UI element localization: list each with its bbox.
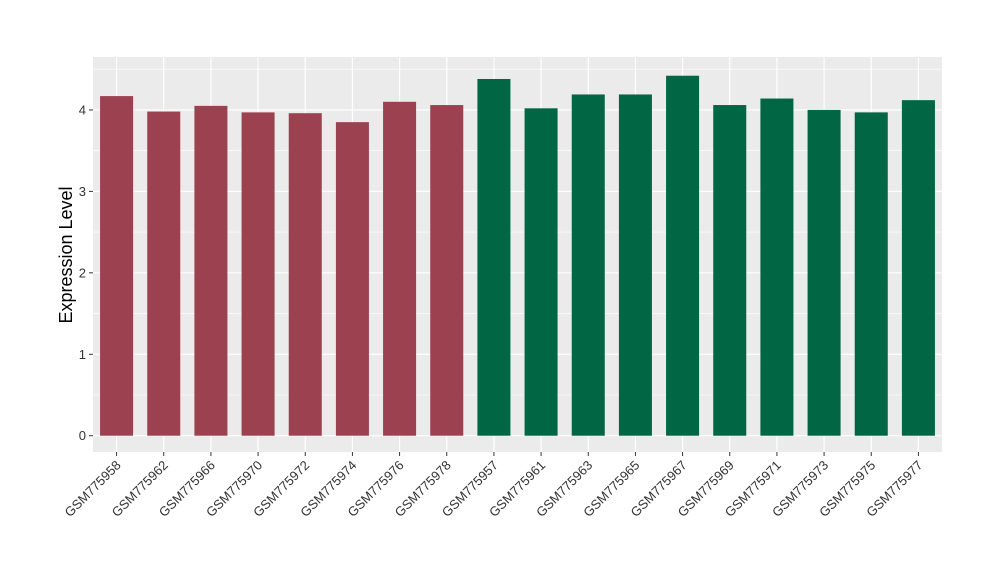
bar-GSM775969 [713,105,747,436]
bar-GSM775958 [100,96,134,436]
bar-GSM775963 [571,94,605,436]
bar-GSM775971 [760,98,794,436]
y-tick-label: 0 [79,428,86,443]
bar-GSM775962 [147,111,181,436]
bar-GSM775957 [477,78,511,436]
y-axis: 0 1 2 3 4 [79,102,93,443]
bar-GSM775977 [901,100,935,436]
x-axis: GSM775958GSM775962GSM775966GSM775970GSM7… [61,452,926,520]
bar-GSM775976 [383,101,417,436]
bar-GSM775966 [194,105,228,436]
bar-GSM775975 [854,112,888,436]
y-axis-label: Expression Level [56,186,76,323]
bar-GSM775965 [618,94,652,436]
bar-GSM775973 [807,109,841,436]
bar-GSM775961 [524,108,558,436]
plot-panel [93,57,942,452]
y-tick-label: 4 [79,102,86,117]
y-tick-label: 3 [79,184,86,199]
bar-GSM775967 [666,75,700,436]
y-tick-label: 1 [79,347,86,362]
bars [100,75,935,436]
bar-GSM775974 [335,122,369,436]
bar-GSM775970 [241,112,275,436]
bar-GSM775972 [288,113,322,436]
y-tick-label: 2 [79,265,86,280]
bar-GSM775978 [430,105,464,436]
